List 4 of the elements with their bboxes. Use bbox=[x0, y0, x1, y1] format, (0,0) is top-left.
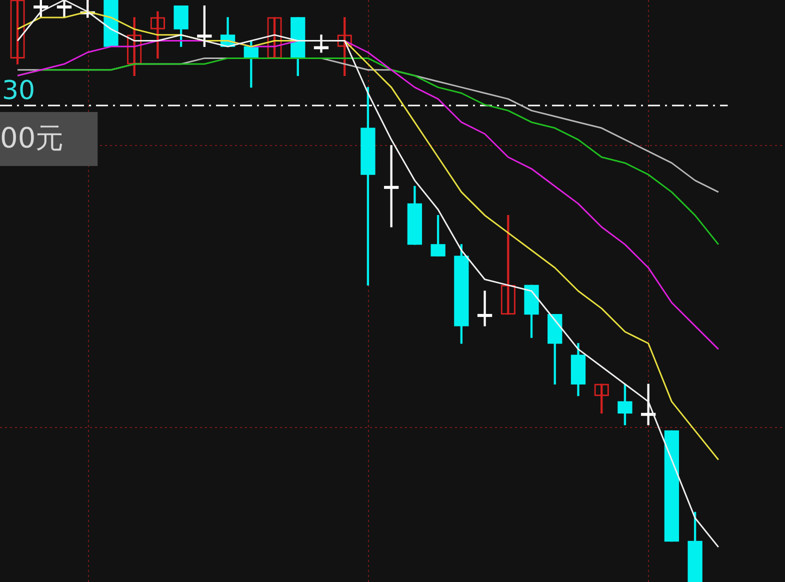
candlestick bbox=[664, 430, 680, 542]
annotation: 30 bbox=[2, 76, 36, 106]
annotation: 00元 bbox=[0, 121, 64, 154]
candlestick bbox=[430, 215, 446, 256]
